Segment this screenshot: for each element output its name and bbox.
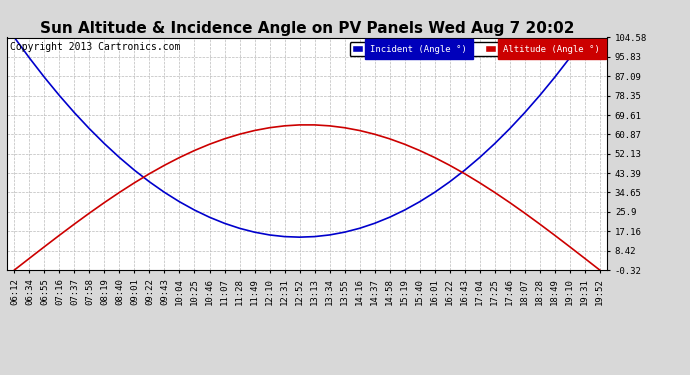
- Legend: Incident (Angle °), Altitude (Angle °): Incident (Angle °), Altitude (Angle °): [350, 42, 602, 56]
- Text: Copyright 2013 Cartronics.com: Copyright 2013 Cartronics.com: [10, 42, 180, 52]
- Title: Sun Altitude & Incidence Angle on PV Panels Wed Aug 7 20:02: Sun Altitude & Incidence Angle on PV Pan…: [40, 21, 574, 36]
